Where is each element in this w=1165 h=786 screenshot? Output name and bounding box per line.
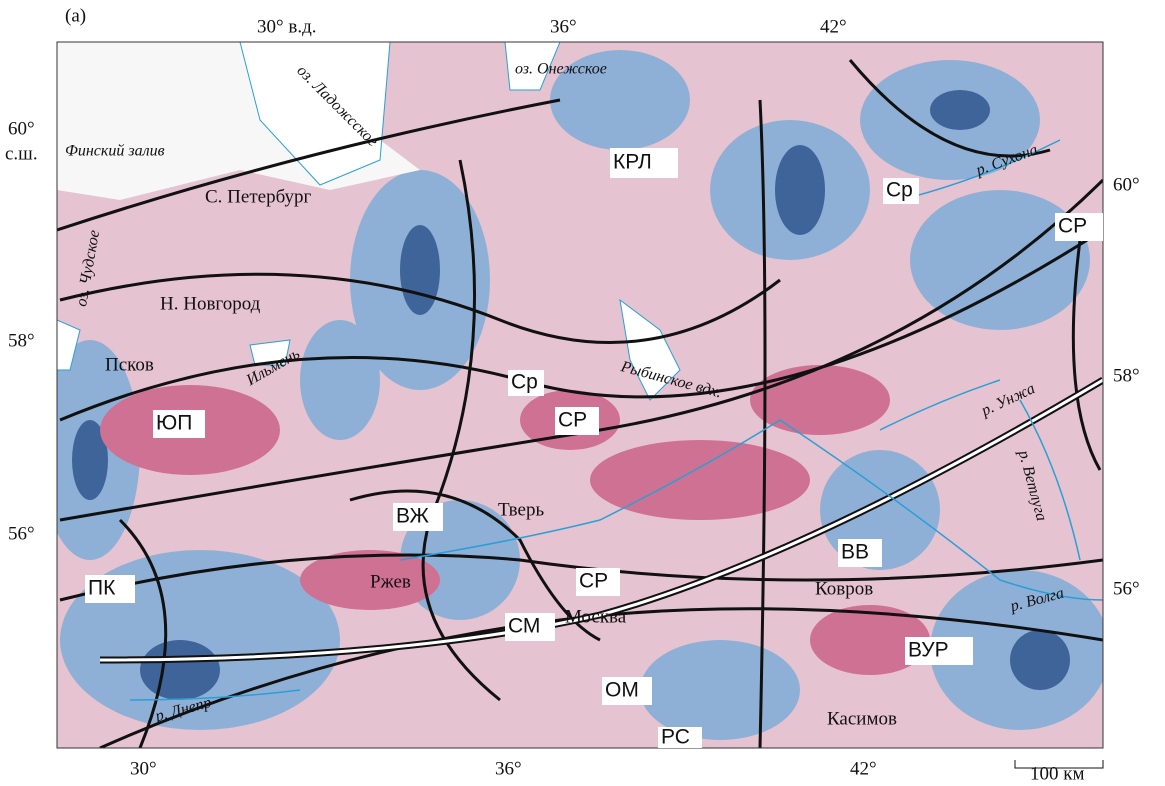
page: {"panel_label": "(a)", "graticule": { "t…	[0, 0, 1165, 786]
structure-label: ОМ	[605, 679, 639, 702]
city-label: Ковров	[815, 578, 873, 599]
graticule-label: 36°	[495, 758, 522, 779]
structure-label: ПК	[88, 577, 116, 600]
city-label: С. Петербург	[205, 186, 312, 207]
structure-label: ВЖ	[396, 505, 430, 528]
city-label: Ржев	[370, 571, 411, 592]
structure-label: СМ	[508, 615, 540, 638]
city-label: Псков	[105, 354, 154, 375]
structure-label: ЮП	[156, 412, 192, 435]
structure-label: СР	[1058, 215, 1087, 238]
city-label: Касимов	[827, 708, 897, 729]
structure-label: Ср	[511, 371, 538, 394]
city-label: Москва	[565, 606, 627, 627]
graticule-label: 60°	[8, 118, 35, 139]
scale-label: 100 км	[1030, 763, 1085, 784]
structure-label: ВВ	[841, 541, 869, 564]
panel-label: (a)	[65, 5, 86, 26]
water-label: Финский залив	[65, 143, 165, 160]
structure-label: КРЛ	[613, 151, 652, 174]
map: (a) 30° в.д. 36° 42° 60° с.ш. 58° 56° 60…	[0, 0, 1165, 786]
graticule-label: 58°	[1113, 365, 1140, 386]
graticule-label: 42°	[820, 16, 847, 37]
graticule-label: 30° в.д.	[257, 16, 317, 37]
structure-label: Ср	[886, 179, 913, 202]
graticule-label: 58°	[8, 330, 35, 351]
structure-label: ВУР	[908, 639, 949, 662]
graticule-label: 36°	[550, 16, 577, 37]
graticule-label: 42°	[850, 758, 877, 779]
graticule-label: 56°	[1113, 578, 1140, 599]
structure-label: РС	[661, 726, 690, 749]
graticule-label: 30°	[130, 758, 157, 779]
graticule-label: с.ш.	[5, 143, 38, 164]
graticule-label: 56°	[8, 523, 35, 544]
graticule-label: 60°	[1113, 174, 1140, 195]
structure-label: СР	[579, 570, 608, 593]
city-label: Тверь	[498, 499, 544, 520]
city-label: Н. Новгород	[160, 293, 261, 314]
water-label: оз. Онежское	[515, 61, 607, 78]
structure-label: СР	[558, 409, 587, 432]
